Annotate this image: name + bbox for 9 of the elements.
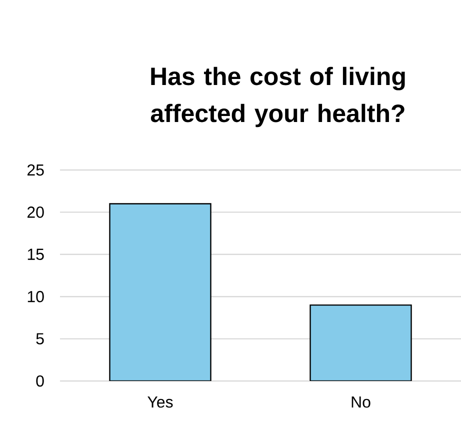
y-tick-label: 15	[28, 248, 44, 260]
chart-title: Has the cost of living affected your health?	[150, 66, 405, 128]
x-tick-label: No	[352, 396, 370, 408]
y-tick-label: 5	[36, 333, 44, 344]
y-tick-label: 20	[27, 206, 44, 218]
y-tick-label: 25	[27, 164, 44, 176]
y-tick-label: 0	[36, 375, 44, 387]
x-tick-label: Yes	[148, 396, 173, 408]
y-tick-label: 10	[28, 290, 44, 302]
